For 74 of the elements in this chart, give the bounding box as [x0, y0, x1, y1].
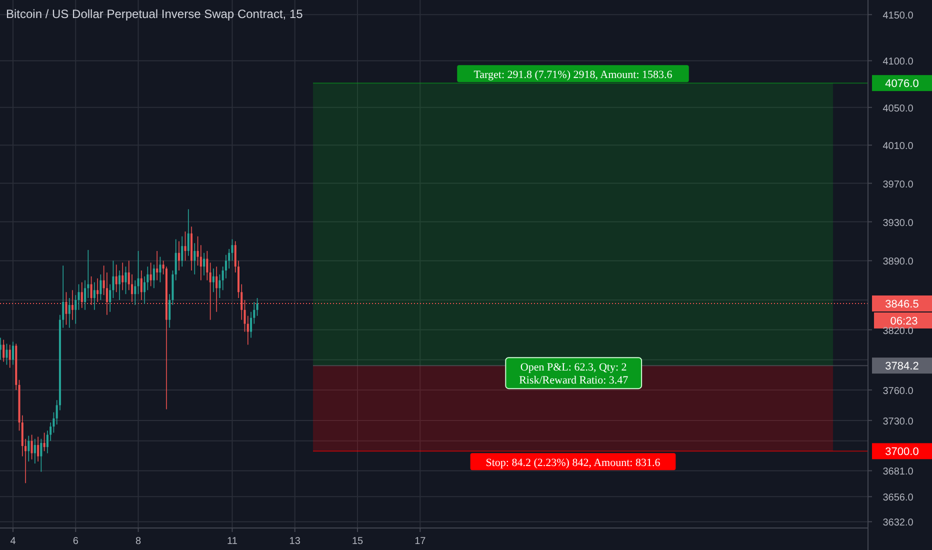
candlestick [93, 282, 96, 310]
ref-line-label: 4076.0 [885, 78, 919, 90]
candlestick [150, 262, 152, 287]
candlestick [68, 298, 70, 328]
y-tick-label: 3632.0 [882, 518, 914, 529]
candlestick [28, 435, 30, 462]
x-tick-label: 13 [289, 536, 301, 547]
candlestick [40, 438, 42, 472]
y-tick-label: 3930.0 [882, 218, 914, 229]
candlestick [78, 284, 80, 310]
x-tick-label: 6 [72, 536, 79, 547]
x-tick-label: 15 [352, 536, 364, 547]
candlestick [37, 436, 40, 462]
candlestick [152, 264, 155, 289]
candlestick [137, 250, 140, 294]
candlestick [216, 266, 218, 312]
ref-line-label: 3784.2 [885, 360, 919, 373]
y-tick-label: 3970.0 [882, 179, 914, 190]
candlestick [156, 250, 158, 281]
candlestick [122, 262, 124, 291]
text: 06:23 [890, 315, 918, 328]
x-tick-label: 4 [10, 536, 16, 547]
candlestick [2, 339, 5, 362]
candlestick [256, 298, 258, 316]
candlestick [144, 276, 146, 304]
candlestick [12, 341, 14, 366]
candlestick [6, 343, 8, 366]
candlestick [187, 208, 190, 256]
y-tick-label: 4100.0 [882, 56, 914, 68]
y-tick-label: 4150.0 [882, 10, 914, 22]
annotation: Open P&L: 62.3, Qty: 2 Risk/Reward Ratio: 3.47 [519, 362, 629, 387]
candlestick [96, 278, 99, 302]
x-tick-label: 8 [135, 536, 142, 547]
band-label: Target: 291.8 (7.71%) 2918, Amount: 1583.6 [474, 69, 673, 82]
candlestick [194, 242, 196, 275]
candlestick [74, 294, 77, 324]
y-tick-label: 3681.0 [882, 466, 914, 478]
candlestick [100, 274, 102, 300]
y-tick-label: 3760.0 [882, 386, 914, 397]
y-tick-label: 4050.0 [882, 103, 914, 114]
candlestick [218, 274, 221, 298]
candlestick [174, 238, 177, 281]
y-tick-label: 4010.0 [882, 141, 914, 152]
band-label: Stop: 84.2 (2.23%) 842, Amount: 831.6 [486, 457, 661, 470]
candlestick [30, 434, 33, 460]
x-tick-label: 17 [414, 536, 426, 547]
y-tick-label: 3890.0 [882, 256, 914, 268]
y-tick-label: 3820.0 [882, 326, 914, 337]
candlestick [118, 270, 120, 300]
candlestick [206, 250, 208, 281]
candlestick [181, 236, 184, 267]
candlestick [84, 280, 86, 310]
candlestick [34, 438, 36, 464]
candlestick [140, 270, 142, 300]
ref-line-label: 3846.5 [885, 298, 919, 310]
candlestick [184, 231, 186, 262]
candlestick [115, 264, 118, 293]
y-tick-label: 3730.0 [882, 416, 914, 428]
text: Bitcoin / US Dollar Perpetual Inverse Swap Contract, 15 [6, 7, 304, 21]
y-tick-label: 3656.0 [882, 492, 914, 504]
candlestick [178, 240, 180, 271]
candlestick [200, 244, 202, 281]
candlestick [212, 268, 214, 293]
candlestick [250, 311, 252, 338]
ref-line-label: 3700.0 [885, 446, 919, 458]
x-tick-label: 11 [227, 536, 238, 547]
candlestick [134, 280, 136, 306]
candlestick [43, 432, 46, 452]
candlestick [159, 256, 162, 283]
candlestick [203, 252, 206, 276]
candlestick [72, 290, 74, 320]
candlestick [8, 344, 11, 368]
candlestick [65, 292, 68, 326]
candlestick [124, 266, 127, 294]
